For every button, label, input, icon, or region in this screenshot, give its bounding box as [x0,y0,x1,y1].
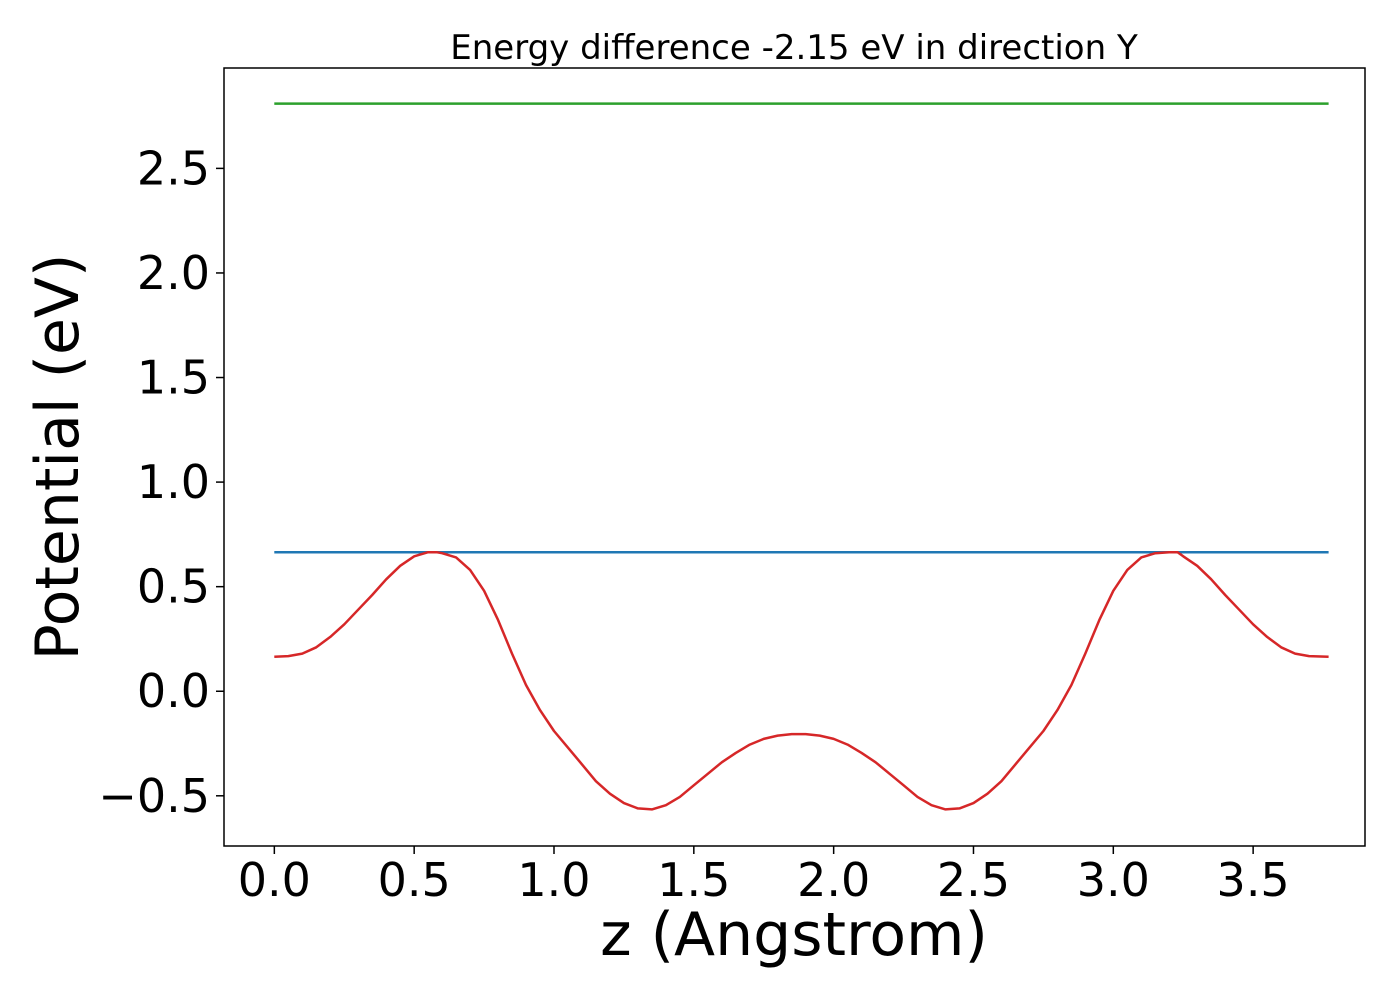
y-tick-label: 1.0 [137,455,210,509]
x-tick-label: 2.5 [937,853,1010,907]
y-tick-label: 0.0 [137,664,210,718]
x-axis: 0.0 0.5 1.0 1.5 2.0 2.5 3.0 3.5 [238,846,1290,907]
x-tick-label: 1.0 [517,853,590,907]
y-tick-label: 1.5 [137,351,210,405]
y-axis: −0.5 0.0 0.5 1.0 1.5 2.0 2.5 [98,141,224,823]
x-tick-label: 3.0 [1077,853,1150,907]
x-tick-label: 1.5 [657,853,730,907]
x-tick-label: 0.5 [378,853,451,907]
x-tick-label: 2.0 [797,853,870,907]
y-tick-label: −0.5 [98,769,210,823]
x-tick-label: 3.5 [1217,853,1290,907]
y-axis-label: Potential (eV) [23,254,93,661]
x-tick-label: 0.0 [238,853,311,907]
plot-frame [223,67,1366,847]
chart-title: Energy difference -2.15 eV in direction … [450,28,1138,68]
y-tick-label: 2.5 [137,141,210,195]
series-line-3 [274,550,1329,811]
x-axis-label: z (Angstrom) [600,900,988,970]
y-tick-label: 0.5 [137,560,210,614]
plot-lines [274,102,1329,811]
y-tick-label: 2.0 [137,246,210,300]
